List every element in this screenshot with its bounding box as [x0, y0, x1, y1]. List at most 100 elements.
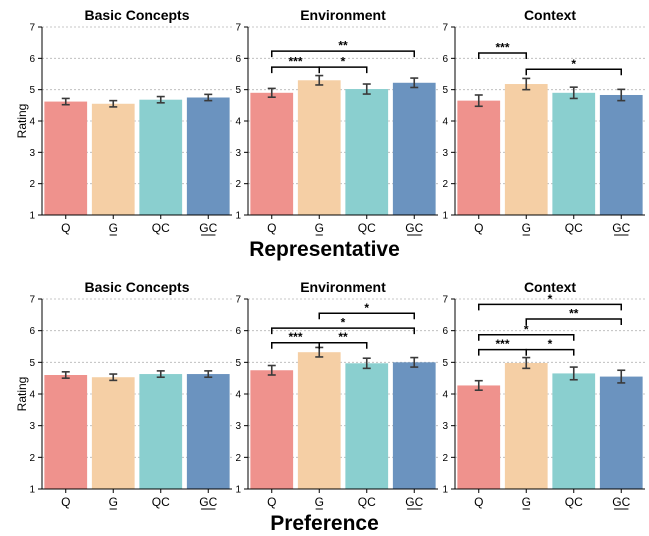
- p6-preference-context-ytick-label-3: 3: [442, 421, 448, 432]
- p3-representative-context-bar-q: [457, 100, 501, 215]
- p4-preference-basic-concepts-title: Basic Concepts: [84, 279, 189, 295]
- p5-preference-environment-sig-label-3: *: [341, 316, 346, 330]
- p6-preference-context-sig-bracket-3: [478, 334, 575, 341]
- p6-preference-context-bar-g: [504, 362, 548, 489]
- p6-preference-context-sig-bracket-2: [525, 348, 575, 356]
- p6-preference-context-bar-q: [457, 385, 501, 489]
- p5-preference-environment-sig-bracket-3: [271, 327, 415, 335]
- p4-preference-basic-concepts-xtick-label-q: Q: [61, 495, 70, 509]
- p6-preference-context-ytick-label-5: 5: [442, 358, 448, 369]
- p1-representative-basic-concepts-ytick-label-4: 4: [29, 117, 35, 128]
- p1-representative-basic-concepts-ytick-label-7: 7: [29, 23, 35, 34]
- p4-preference-basic-concepts-ytick-label-2: 2: [29, 453, 35, 464]
- p2-representative-environment-ytick-label-5: 5: [235, 85, 241, 96]
- p6-preference-context-ytick-label-1: 1: [442, 485, 448, 496]
- p6-preference-context-bar-qc: [552, 373, 596, 489]
- p1-representative-basic-concepts-xtick-label-qc: QC: [152, 221, 170, 235]
- p5-preference-environment-bar-g: [297, 352, 341, 489]
- p3-representative-context-bar-gc: [599, 94, 643, 215]
- p1-representative-basic-concepts-bar-qc: [139, 99, 183, 215]
- p3-representative-context-ytick-label-4: 4: [442, 117, 448, 128]
- p5-preference-environment-ytick-label-3: 3: [235, 421, 241, 432]
- p2-representative-environment-sig-bracket-3: [271, 50, 415, 58]
- p5-preference-environment-xtick-label-g: G: [315, 495, 324, 509]
- p3-representative-context-bar-g: [504, 84, 548, 215]
- p1-representative-basic-concepts-xtick-label-q: Q: [61, 221, 70, 235]
- p2-representative-environment-xtick-label-gc: GC: [405, 221, 423, 235]
- p6-preference-context-ytick-label-6: 6: [442, 326, 448, 337]
- p4-preference-basic-concepts-ytick-label-1: 1: [29, 485, 35, 496]
- p6-preference-context-xtick-label-q: Q: [474, 495, 483, 509]
- p6-preference-context-sig-label-2: *: [548, 337, 553, 351]
- p3-representative-context-xtick-label-q: Q: [474, 221, 483, 235]
- p3-representative-context-ytick-label-6: 6: [442, 54, 448, 65]
- p2-representative-environment-ytick-label-1: 1: [235, 211, 241, 222]
- p3-representative-context-title: Context: [524, 7, 576, 23]
- p6-preference-context-xtick-label-gc: GC: [612, 495, 630, 509]
- p5-preference-environment-ytick-label-6: 6: [235, 326, 241, 337]
- p5-preference-environment-sig-label-2: **: [338, 330, 348, 344]
- p4-preference-basic-concepts-xtick-label-qc: QC: [152, 495, 170, 509]
- p2-representative-environment-sig-label-2: *: [341, 55, 346, 69]
- p1-representative-basic-concepts-title: Basic Concepts: [84, 7, 189, 23]
- p6-preference-context-sig-label-1: ***: [495, 337, 509, 351]
- row-title-representative: Representative: [249, 238, 400, 261]
- p2-representative-environment-xtick-label-qc: QC: [358, 221, 376, 235]
- p2-representative-environment-sig-label-3: **: [338, 39, 348, 53]
- p6-preference-context-ytick-label-7: 7: [442, 295, 448, 306]
- p5-preference-environment-xtick-label-qc: QC: [358, 495, 376, 509]
- p2-representative-environment-xtick-label-q: Q: [267, 221, 276, 235]
- p3-representative-context-sig-bracket-2: [525, 68, 622, 76]
- p2-representative-environment-xtick-label-g: G: [315, 221, 324, 235]
- p2-representative-environment-ytick-label-2: 2: [235, 179, 241, 190]
- p5-preference-environment-bar-q: [250, 370, 294, 489]
- p5-preference-environment-xtick-label-q: Q: [267, 495, 276, 509]
- p1-representative-basic-concepts-bar-g: [91, 103, 135, 215]
- p4-preference-basic-concepts-bar-g: [91, 377, 135, 489]
- p1-representative-basic-concepts-ytick-label-6: 6: [29, 54, 35, 65]
- p5-preference-environment-sig-bracket-2: [318, 341, 368, 349]
- p3-representative-context-sig-label-1: ***: [495, 41, 509, 55]
- p6-preference-context-sig-bracket-5: [478, 303, 622, 311]
- p6-preference-context-ytick-label-4: 4: [442, 390, 448, 401]
- p5-preference-environment-ytick-label-1: 1: [235, 485, 241, 496]
- p3-representative-context-bar-qc: [552, 92, 596, 215]
- p5-preference-environment-sig-label-4: *: [364, 301, 369, 315]
- p3-representative-context-ytick-label-2: 2: [442, 179, 448, 190]
- p6-preference-context-xtick-label-qc: QC: [565, 495, 583, 509]
- p5-preference-environment-sig-bracket-4: [318, 312, 415, 320]
- p5-preference-environment-xtick-label-gc: GC: [405, 495, 423, 509]
- p1-representative-basic-concepts-bar-gc: [186, 97, 230, 215]
- p3-representative-context-ytick-label-5: 5: [442, 85, 448, 96]
- p5-preference-environment-title: Environment: [300, 279, 386, 295]
- p2-representative-environment-ytick-label-6: 6: [235, 54, 241, 65]
- p5-preference-environment-ytick-label-4: 4: [235, 390, 241, 401]
- p4-preference-basic-concepts-ylabel: Rating: [15, 377, 29, 412]
- p2-representative-environment-sig-label-1: ***: [288, 55, 302, 69]
- p6-preference-context-xtick-label-g: G: [522, 495, 531, 509]
- p1-representative-basic-concepts-xtick-label-g: G: [109, 221, 118, 235]
- p2-representative-environment-bar-q: [250, 92, 294, 215]
- p6-preference-context-sig-label-3: *: [524, 322, 529, 336]
- p6-preference-context-bar-gc: [599, 376, 643, 489]
- p4-preference-basic-concepts-bar-gc: [186, 374, 230, 489]
- p2-representative-environment-bar-qc: [345, 89, 389, 215]
- p2-representative-environment-ytick-label-4: 4: [235, 117, 241, 128]
- p1-representative-basic-concepts-ytick-label-1: 1: [29, 211, 35, 222]
- p4-preference-basic-concepts-xtick-label-g: G: [109, 495, 118, 509]
- p6-preference-context-title: Context: [524, 279, 576, 295]
- p3-representative-context-ytick-label-1: 1: [442, 211, 448, 222]
- p1-representative-basic-concepts-ylabel: Rating: [15, 104, 29, 139]
- p5-preference-environment-ytick-label-7: 7: [235, 295, 241, 306]
- p2-representative-environment-ytick-label-7: 7: [235, 23, 241, 34]
- row-title-preference: Preference: [270, 512, 379, 535]
- p6-preference-context-sig-bracket-4: [525, 318, 622, 325]
- p6-preference-context-ytick-label-2: 2: [442, 453, 448, 464]
- p4-preference-basic-concepts-bar-q: [44, 375, 88, 489]
- p6-preference-context-sig-label-5: *: [548, 292, 553, 306]
- p4-preference-basic-concepts-bar-qc: [139, 374, 183, 489]
- p5-preference-environment-ytick-label-5: 5: [235, 358, 241, 369]
- p5-preference-environment-bar-gc: [392, 362, 436, 489]
- p4-preference-basic-concepts-ytick-label-7: 7: [29, 295, 35, 306]
